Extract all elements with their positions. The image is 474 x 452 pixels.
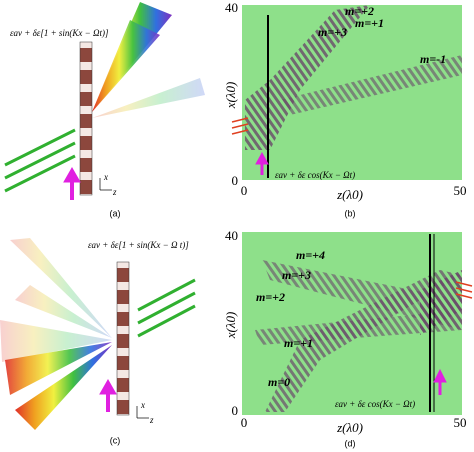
tick-label: 50 [454, 183, 467, 198]
beam [15, 345, 112, 430]
axis-label: x(λ0) [223, 312, 238, 340]
tick-label: 50 [454, 415, 467, 430]
caption: (a) [110, 208, 121, 218]
modulation-arrow [63, 166, 81, 200]
mode-label: m=+2 [256, 290, 285, 304]
beam [92, 20, 160, 112]
beam [15, 285, 112, 338]
beam [92, 78, 205, 118]
field [280, 55, 462, 115]
beam [10, 238, 112, 338]
modulation-arrow [433, 368, 447, 395]
beam [0, 320, 112, 362]
mode-label: m=+1 [284, 336, 313, 350]
formula: εav + δε[1 + sin(Kx − Ω t)] [88, 240, 189, 250]
field [262, 260, 462, 330]
mode-label: m=0 [268, 375, 290, 389]
axis-label: x(λ0) [223, 82, 238, 110]
caption: (b) [345, 208, 356, 218]
tick-label: 40 [225, 0, 238, 15]
panel-c: x z εav + δε[1 + sin(Kx − Ω t)] (c) [0, 238, 196, 445]
formula: εav + δε cos(Kx − Ωt) [335, 399, 415, 409]
grating [79, 41, 93, 196]
input-marker [231, 117, 249, 135]
mode-label: m=+2 [345, 4, 374, 18]
tick-label: 0 [232, 173, 239, 188]
field [245, 5, 370, 150]
grating [116, 261, 130, 416]
mode-label: m=+4 [296, 248, 325, 262]
tick-label: 0 [232, 403, 239, 418]
axes-icon [99, 178, 112, 191]
axis-label: x [103, 172, 108, 182]
caption: (d) [345, 438, 356, 448]
input-beam [137, 278, 196, 338]
axis-label: x [140, 400, 145, 410]
mode-label: m=+3 [282, 268, 311, 282]
modulation-arrow [255, 151, 269, 175]
input-beam [4, 128, 76, 193]
tick-label: 0 [241, 415, 248, 430]
axis-label: z(λ0) [336, 187, 363, 202]
axis-label: z [112, 187, 117, 197]
mode-label: m=+1 [355, 16, 384, 30]
modulation-arrow [99, 378, 117, 412]
mode-label: m=-1 [420, 52, 446, 66]
panel-d: m=+4 m=+3 m=+2 m=+1 m=0 εav + δε cos(Kx … [223, 228, 473, 448]
input-marker [455, 281, 473, 299]
beam [5, 342, 112, 395]
axis-label: z [149, 415, 154, 425]
panel-a: x z εav + δε[1 + sin(Kx − Ωt)] (a) [4, 2, 205, 218]
formula: εav + δε[1 + sin(Kx − Ωt)] [10, 28, 109, 38]
tick-label: 0 [241, 183, 248, 198]
mode-label: m=+3 [318, 25, 347, 39]
axis-label: z(λ0) [336, 420, 363, 435]
caption: (c) [110, 435, 121, 445]
axes-icon [136, 406, 149, 419]
panel-b: m=+2 m=+1 m=+3 m=-1 εav + δε cos(Kx − Ωt… [223, 0, 467, 218]
formula: εav + δε cos(Kx − Ωt) [275, 170, 355, 180]
tick-label: 40 [225, 228, 238, 243]
